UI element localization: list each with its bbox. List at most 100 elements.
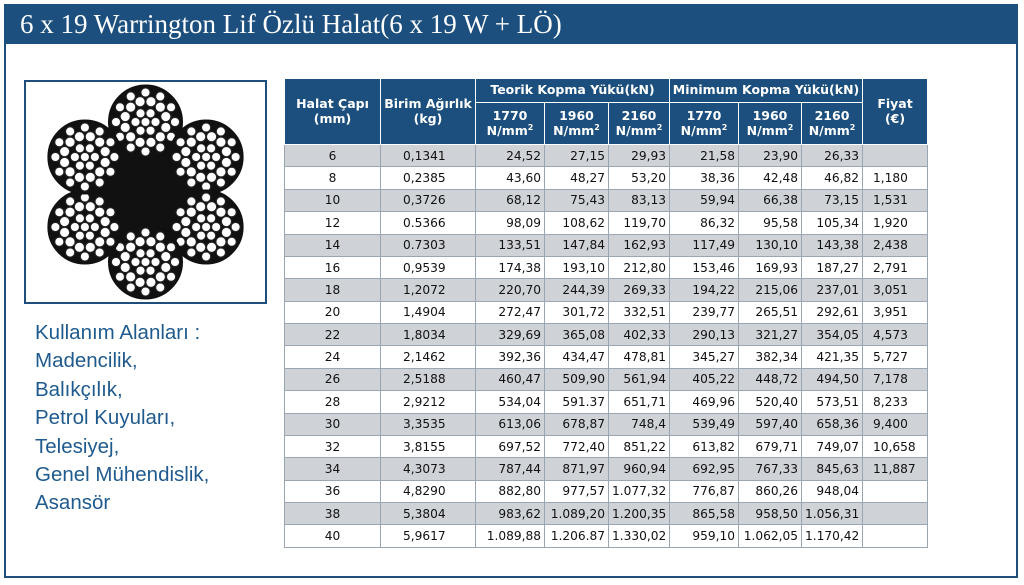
wire [140, 256, 151, 268]
wire [125, 241, 137, 253]
cell-theoretical-1770: 220,70 [475, 278, 545, 302]
wire [169, 256, 181, 268]
wire [195, 241, 207, 253]
cell-minimum-2160: 105,34 [800, 211, 864, 235]
wire [79, 151, 91, 163]
cell-minimum-1960: 42,48 [738, 166, 802, 190]
cell-diameter: 10 [284, 188, 381, 213]
cell-weight: 3,8155 [380, 434, 476, 459]
cell-theoretical-2160: 651,71 [608, 390, 670, 414]
wire [74, 213, 86, 224]
wire [69, 221, 81, 233]
cell-minimum-1770: 865,58 [669, 501, 739, 526]
cell-theoretical-1770: 460,47 [475, 367, 545, 392]
cell-theoretical-1770: 68,12 [475, 188, 545, 213]
wire [125, 101, 137, 113]
cell-minimum-2160: 1.170,42 [800, 524, 864, 548]
cell-minimum-2160: 237,01 [800, 278, 864, 302]
cell-minimum-2160: 658,36 [800, 412, 864, 436]
wire [73, 171, 86, 183]
cell-diameter: 32 [284, 434, 381, 459]
table-row: 34 4,3073 787,44 871,97 960,94 692,95 767,33 84… [284, 457, 929, 481]
cell-minimum-1960: 23,90 [738, 143, 802, 168]
wire [64, 136, 76, 148]
page-title: 6 x 19 Warrington Lif Özlü Halat(6 x 19 … [4, 4, 1018, 44]
wire [109, 151, 120, 163]
cell-weight: 0.7303 [380, 233, 476, 257]
cell-minimum-2160: 292,61 [800, 300, 864, 325]
cell-weight: 0,1341 [380, 143, 476, 168]
wire [50, 151, 61, 163]
cell-diameter: 24 [284, 345, 381, 369]
cell-theoretical-1960: 48,27 [544, 166, 609, 190]
wire [165, 271, 177, 282]
wire [230, 151, 241, 163]
wire [114, 102, 126, 113]
wire [215, 166, 227, 178]
cell-minimum-1770: 21,58 [669, 143, 739, 168]
cell-theoretical-2160: 269,33 [608, 278, 670, 302]
wire [215, 177, 227, 188]
cell-minimum-1960: 679,71 [738, 434, 802, 459]
table-row: 12 0.5366 98,09 108,62 119,70 86,32 95,58 105,3… [284, 211, 929, 235]
cell-diameter: 28 [284, 390, 381, 414]
cell-theoretical-1960: 434,47 [544, 345, 609, 369]
wire [64, 177, 76, 188]
table-row: 6 0,1341 24,52 27,15 29,93 21,58 23,90 26,33 [284, 143, 929, 168]
cell-diameter: 22 [284, 322, 381, 347]
header-grade: 1960 N/mm2 [544, 102, 609, 145]
cell-theoretical-1960: 871,97 [544, 457, 609, 481]
wire [64, 247, 76, 258]
wire [154, 271, 166, 283]
cell-price: 10,658 [862, 434, 929, 459]
cell-price [862, 479, 929, 504]
cell-price: 4,573 [862, 322, 929, 347]
cell-theoretical-2160: 851,22 [608, 434, 670, 459]
wire [205, 213, 217, 224]
wire [195, 131, 207, 143]
rope-spec-table: Halat Çapı (mm) Birim Ağırlık (kg) Teorik … [284, 78, 929, 548]
wire [125, 131, 137, 143]
cell-theoretical-2160: 1.330,02 [608, 524, 670, 548]
wire [215, 196, 227, 207]
cell-theoretical-1770: 272,47 [475, 300, 545, 325]
cell-minimum-1770: 290,13 [669, 322, 739, 347]
wire [79, 181, 91, 192]
wire [220, 215, 233, 228]
wire [145, 136, 157, 148]
cell-theoretical-1770: 787,44 [475, 457, 545, 481]
wire [64, 236, 76, 248]
cell-minimum-1960: 95,58 [738, 211, 802, 235]
cell-theoretical-1770: 983,62 [475, 501, 545, 526]
wire [215, 206, 227, 218]
wire [64, 126, 76, 137]
wire [145, 265, 156, 276]
wire [160, 250, 172, 263]
usage-item: Telesiyej, [35, 434, 120, 458]
wire [145, 248, 156, 259]
wire [175, 166, 186, 177]
wire [134, 276, 146, 288]
wire [205, 201, 218, 213]
cell-weight: 0,9539 [380, 255, 476, 280]
wire [114, 271, 126, 282]
cell-price [862, 524, 929, 548]
table-row: 38 5,3804 983,62 1.089,20 1.200,35 865,58 958,… [284, 501, 929, 526]
table-row: 8 0,2385 43,60 48,27 53,20 38,36 42,48 46,82 1,1… [284, 166, 929, 190]
table-row: 10 0,3726 68,12 75,43 83,13 59,94 66,38 73,15 1,… [284, 188, 929, 213]
cell-price: 9,400 [862, 412, 929, 436]
wire [79, 122, 91, 133]
cell-price: 3,051 [862, 278, 929, 302]
cell-weight: 4,3073 [380, 457, 476, 481]
wire [169, 116, 181, 128]
wire [94, 206, 106, 218]
cell-minimum-2160: 26,33 [800, 143, 864, 168]
wire [195, 230, 207, 241]
wire [220, 226, 233, 239]
cell-minimum-2160: 73,15 [800, 188, 864, 213]
cell-weight: 0,3726 [380, 188, 476, 213]
header-grade: 2160 N/mm2 [608, 102, 670, 145]
cell-minimum-2160: 573,51 [800, 390, 864, 414]
cell-theoretical-1770: 882,80 [475, 479, 545, 504]
cell-minimum-1960: 767,33 [738, 457, 802, 481]
